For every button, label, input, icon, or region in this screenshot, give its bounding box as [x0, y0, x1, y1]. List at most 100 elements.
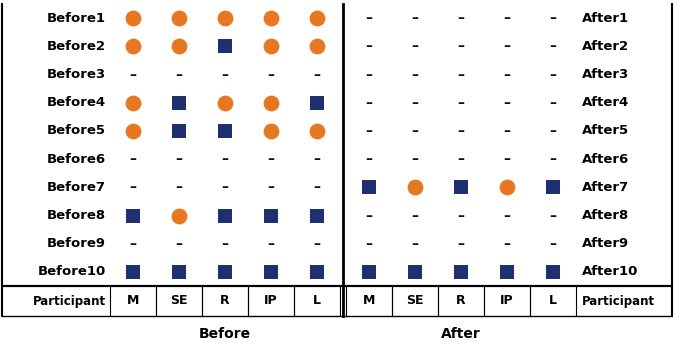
Text: Before8: Before8 — [47, 209, 106, 222]
Point — [173, 128, 184, 134]
Text: –: – — [503, 152, 510, 166]
Point — [547, 269, 558, 275]
Text: –: – — [458, 237, 464, 251]
Text: –: – — [129, 152, 136, 166]
Point — [312, 15, 323, 21]
Point — [456, 269, 466, 275]
Point — [364, 269, 375, 275]
Point — [173, 44, 184, 49]
Text: L: L — [313, 294, 321, 308]
Text: IP: IP — [264, 294, 278, 308]
Point — [312, 100, 323, 106]
Text: Participant: Participant — [33, 294, 106, 308]
Text: After7: After7 — [582, 181, 629, 194]
Text: –: – — [412, 208, 419, 223]
Text: After8: After8 — [582, 209, 630, 222]
Point — [127, 15, 138, 21]
Text: After5: After5 — [582, 125, 629, 137]
Text: After6: After6 — [582, 153, 630, 165]
Text: –: – — [549, 237, 556, 251]
Text: –: – — [314, 152, 321, 166]
Text: –: – — [129, 237, 136, 251]
Point — [266, 44, 277, 49]
Text: –: – — [458, 152, 464, 166]
Text: –: – — [549, 67, 556, 82]
Text: –: – — [268, 237, 275, 251]
Text: –: – — [129, 67, 136, 82]
Text: –: – — [503, 208, 510, 223]
Point — [219, 15, 230, 21]
Text: –: – — [314, 67, 321, 82]
Point — [219, 213, 230, 218]
Text: –: – — [175, 237, 182, 251]
Text: –: – — [175, 152, 182, 166]
Text: After10: After10 — [582, 266, 638, 278]
Text: –: – — [366, 39, 373, 53]
Point — [173, 213, 184, 218]
Text: L: L — [549, 294, 557, 308]
Text: –: – — [412, 124, 419, 138]
Text: –: – — [366, 124, 373, 138]
Point — [173, 15, 184, 21]
Text: –: – — [412, 96, 419, 110]
Text: Before9: Before9 — [47, 237, 106, 250]
Text: SE: SE — [171, 294, 188, 308]
Text: –: – — [366, 11, 373, 25]
Text: Before6: Before6 — [47, 153, 106, 165]
Text: –: – — [366, 152, 373, 166]
Text: –: – — [549, 124, 556, 138]
Point — [410, 184, 421, 190]
Text: Participant: Participant — [582, 294, 655, 308]
Text: –: – — [503, 124, 510, 138]
Point — [219, 44, 230, 49]
Text: –: – — [221, 152, 229, 166]
Text: –: – — [221, 237, 229, 251]
Point — [312, 269, 323, 275]
Text: –: – — [314, 180, 321, 194]
Text: –: – — [366, 96, 373, 110]
Point — [410, 269, 421, 275]
Point — [127, 269, 138, 275]
Text: –: – — [503, 67, 510, 82]
Text: –: – — [366, 237, 373, 251]
Text: –: – — [458, 39, 464, 53]
Point — [173, 100, 184, 106]
Text: –: – — [412, 39, 419, 53]
Point — [127, 44, 138, 49]
Text: IP: IP — [500, 294, 514, 308]
Point — [219, 269, 230, 275]
Point — [364, 184, 375, 190]
Text: Before4: Before4 — [47, 96, 106, 109]
Point — [127, 100, 138, 106]
Text: After9: After9 — [582, 237, 629, 250]
Point — [266, 15, 277, 21]
Text: –: – — [503, 11, 510, 25]
Text: –: – — [549, 152, 556, 166]
Text: –: – — [314, 237, 321, 251]
Text: Before10: Before10 — [38, 266, 106, 278]
Point — [312, 44, 323, 49]
Text: –: – — [503, 237, 510, 251]
Text: –: – — [366, 67, 373, 82]
Text: –: – — [268, 67, 275, 82]
Text: After: After — [441, 327, 481, 341]
Text: Before1: Before1 — [47, 12, 106, 25]
Text: –: – — [412, 67, 419, 82]
Text: R: R — [456, 294, 466, 308]
Text: After4: After4 — [582, 96, 630, 109]
Text: –: – — [458, 96, 464, 110]
Text: SE: SE — [406, 294, 424, 308]
Text: –: – — [412, 11, 419, 25]
Text: –: – — [549, 96, 556, 110]
Text: –: – — [129, 180, 136, 194]
Text: –: – — [366, 208, 373, 223]
Text: –: – — [458, 67, 464, 82]
Text: –: – — [458, 11, 464, 25]
Point — [127, 213, 138, 218]
Text: –: – — [503, 96, 510, 110]
Text: –: – — [221, 67, 229, 82]
Text: After2: After2 — [582, 40, 629, 53]
Text: –: – — [458, 124, 464, 138]
Point — [266, 213, 277, 218]
Text: M: M — [363, 294, 375, 308]
